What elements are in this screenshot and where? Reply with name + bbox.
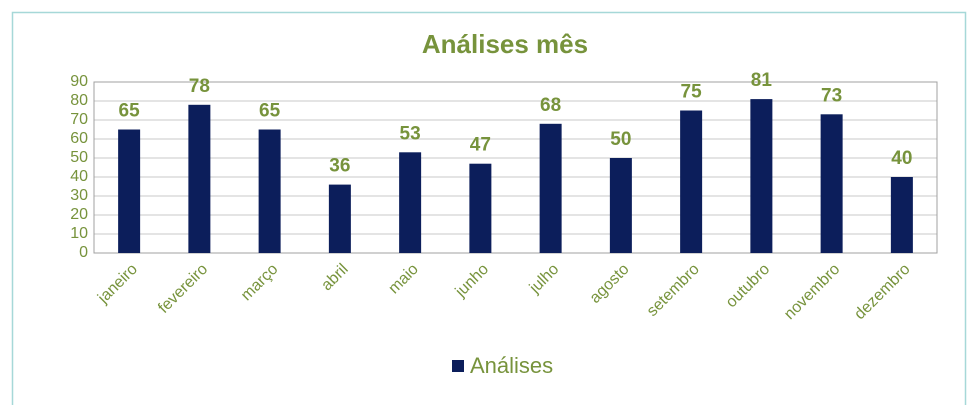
bar <box>118 129 141 253</box>
bar <box>680 110 703 253</box>
x-tick-label: agosto <box>587 261 633 307</box>
bar <box>890 177 913 253</box>
x-tick-label: dezembro <box>851 261 913 323</box>
data-label: 36 <box>329 156 350 177</box>
bar <box>258 129 281 253</box>
x-tick-label: fevereiro <box>155 261 211 317</box>
x-tick-label: junho <box>452 261 492 301</box>
y-tick-label: 30 <box>70 187 88 204</box>
x-tick-label: novembro <box>781 261 843 323</box>
y-tick-label: 50 <box>70 149 88 166</box>
data-label: 81 <box>751 70 773 91</box>
x-tick-label: julho <box>526 261 563 298</box>
bar <box>750 99 773 253</box>
y-tick-label: 90 <box>70 73 88 90</box>
y-tick-label: 10 <box>70 225 88 242</box>
bar <box>188 104 211 253</box>
data-label: 65 <box>259 101 281 122</box>
data-label: 68 <box>540 95 561 116</box>
x-tick-label: janeiro <box>94 261 141 308</box>
data-label: 40 <box>891 148 912 169</box>
y-tick-label: 20 <box>70 206 88 223</box>
bar <box>820 114 843 253</box>
data-label: 47 <box>470 135 491 156</box>
y-tick-label: 60 <box>70 130 88 147</box>
plot-frame <box>93 81 938 254</box>
bar <box>539 123 562 253</box>
x-tick-label: março <box>238 261 282 305</box>
legend-swatch <box>452 360 464 372</box>
data-label: 65 <box>119 101 141 122</box>
chart-frame <box>11 11 967 405</box>
data-label: 75 <box>681 82 703 103</box>
data-label: 78 <box>189 76 210 97</box>
data-label: 50 <box>610 129 631 150</box>
bar <box>328 184 351 253</box>
bar <box>399 152 422 253</box>
y-tick-label: 80 <box>70 92 88 109</box>
data-label: 73 <box>821 85 842 106</box>
bar <box>469 163 492 253</box>
bar <box>609 158 632 253</box>
x-tick-label: setembro <box>644 261 703 320</box>
y-tick-label: 70 <box>70 111 88 128</box>
x-tick-label: abril <box>318 261 351 294</box>
y-tick-label: 0 <box>79 244 88 261</box>
x-tick-label: outubro <box>723 261 773 311</box>
y-tick-label: 40 <box>70 168 88 185</box>
chart-title: Análises mês <box>422 29 588 59</box>
data-label: 53 <box>400 123 421 144</box>
x-tick-label: maio <box>385 261 422 298</box>
legend-label: Análises <box>470 353 553 378</box>
